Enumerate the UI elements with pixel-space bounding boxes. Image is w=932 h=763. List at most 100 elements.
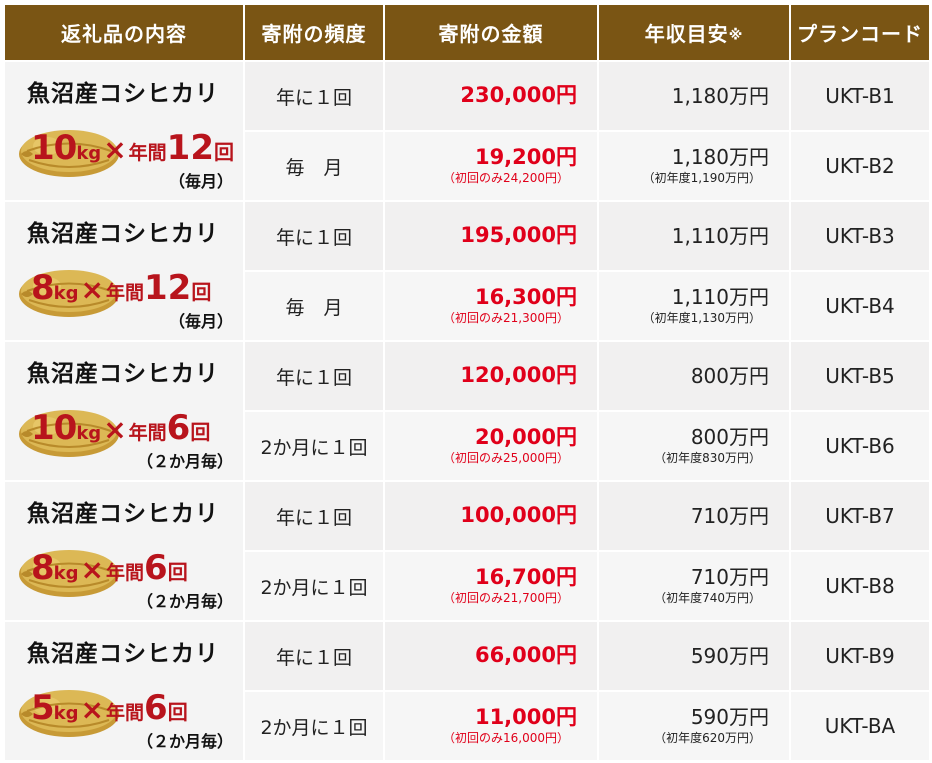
amount-cell: 66,000円 — [383, 620, 599, 692]
product-cell: 魚沼産コシヒカリ 8kg× 年間12回 （毎月） — [3, 200, 245, 342]
first-time-amount-note: （初回のみ16,000円） — [443, 731, 569, 746]
income-note-mark: ※ — [728, 27, 744, 44]
first-time-amount-note: （初回のみ21,300円） — [443, 311, 569, 326]
frequency-cell: 2か月に１回 — [243, 410, 385, 482]
frequency-cell: 年に１回 — [243, 480, 385, 552]
product-cell: 魚沼産コシヒカリ 10kg× 年間6回 （２か月毎） — [3, 340, 245, 482]
badge-unit: kg — [53, 563, 79, 584]
product-name: 魚沼産コシヒカリ — [27, 361, 219, 387]
header-frequency: 寄附の頻度 — [243, 3, 385, 62]
income-guide: 710万円 — [690, 565, 769, 590]
income-guide: 1,110万円 — [671, 285, 769, 310]
first-year-income-note: （初年度740万円） — [654, 591, 761, 606]
first-time-amount-note: （初回のみ24,200円） — [443, 171, 569, 186]
badge-weight: 8 — [31, 268, 55, 308]
header-income: 年収目安※ — [597, 3, 791, 62]
income-guide: 800万円 — [690, 425, 769, 450]
income-cell: 1,110万円 （初年度1,130万円） — [597, 270, 791, 342]
plan-code: UKT-B4 — [789, 270, 931, 342]
plan-table: 返礼品の内容 寄附の頻度 寄附の金額 年収目安※ プランコード 魚沼産コシヒカリ… — [3, 3, 931, 762]
delivery-frequency-note: （毎月） — [168, 172, 233, 191]
badge-times: × — [80, 693, 104, 726]
frequency-cell: 年に１回 — [243, 620, 385, 692]
badge-count-unit: 回 — [167, 560, 188, 584]
table-row: 魚沼産コシヒカリ 10kg× 年間12回 （毎月） 年に１回 230,000円 1,180万… — [3, 60, 931, 202]
income-guide: 590万円 — [690, 705, 769, 730]
rice-bag-icon — [19, 550, 119, 597]
income-cell: 710万円 — [597, 480, 791, 552]
delivery-frequency-note: （２か月毎） — [136, 592, 233, 611]
donation-amount: 100,000円 — [460, 503, 577, 528]
badge-period: 年間 — [106, 282, 145, 304]
income-guide: 1,110万円 — [671, 224, 769, 248]
first-year-income-note: （初年度830万円） — [654, 451, 761, 466]
plan-code: UKT-B2 — [789, 130, 931, 202]
badge-weight: 10 — [31, 408, 77, 448]
badge-count-unit: 回 — [214, 140, 234, 164]
amount-cell: 230,000円 — [383, 60, 599, 132]
badge-unit: kg — [76, 143, 102, 164]
frequency-cell: 2か月に１回 — [243, 690, 385, 762]
first-year-income-note: （初年度1,190万円） — [642, 171, 761, 186]
income-cell: 1,110万円 — [597, 200, 791, 272]
quantity-badge: 5kg× 年間6回 — [31, 688, 188, 728]
income-cell: 800万円 （初年度830万円） — [597, 410, 791, 482]
donation-amount: 20,000円 — [474, 425, 577, 450]
donation-amount: 66,000円 — [474, 643, 577, 668]
amount-cell: 16,700円 （初回のみ21,700円） — [383, 550, 599, 622]
plan-code: UKT-BA — [789, 690, 931, 762]
amount-cell: 195,000円 — [383, 200, 599, 272]
rice-bag-icon — [19, 690, 119, 737]
product-cell: 魚沼産コシヒカリ 8kg× 年間6回 （２か月毎） — [3, 480, 245, 622]
donation-amount: 19,200円 — [474, 145, 577, 170]
plan-code: UKT-B6 — [789, 410, 931, 482]
table-row: 魚沼産コシヒカリ 8kg× 年間6回 （２か月毎） 年に１回 100,000円 710万円 U… — [3, 480, 931, 622]
income-guide: 1,180万円 — [671, 145, 769, 170]
badge-times: × — [103, 413, 127, 446]
badge-unit: kg — [53, 283, 79, 304]
plan-code: UKT-B9 — [789, 620, 931, 692]
table-row: 魚沼産コシヒカリ 10kg× 年間6回 （２か月毎） 年に１回 120,000円 800万円… — [3, 340, 931, 482]
product-name: 魚沼産コシヒカリ — [27, 221, 219, 247]
product-name: 魚沼産コシヒカリ — [27, 81, 219, 107]
badge-count-unit: 回 — [191, 280, 212, 304]
frequency-cell: 毎 月 — [243, 270, 385, 342]
delivery-frequency-note: （２か月毎） — [136, 452, 233, 471]
donation-amount: 16,700円 — [474, 565, 577, 590]
income-guide: 590万円 — [690, 644, 769, 668]
first-year-income-note: （初年度1,130万円） — [642, 311, 761, 326]
amount-cell: 100,000円 — [383, 480, 599, 552]
income-guide: 1,180万円 — [671, 84, 769, 108]
frequency-cell: 2か月に１回 — [243, 550, 385, 622]
amount-cell: 16,300円 （初回のみ21,300円） — [383, 270, 599, 342]
plan-code: UKT-B7 — [789, 480, 931, 552]
badge-times: × — [103, 133, 127, 166]
badge-count: 6 — [144, 548, 168, 588]
donation-amount: 230,000円 — [460, 83, 577, 108]
badge-period: 年間 — [106, 702, 145, 724]
income-guide: 800万円 — [690, 364, 769, 388]
delivery-frequency-note: （２か月毎） — [136, 732, 233, 751]
table-row: 魚沼産コシヒカリ 5kg× 年間6回 （２か月毎） 年に１回 66,000円 590万円 UK… — [3, 620, 931, 762]
table-row: 2か月に１回 11,000円 （初回のみ16,000円） 590万円 （初年度620万円… — [4, 690, 931, 762]
income-cell: 590万円 — [597, 620, 791, 692]
income-cell: 800万円 — [597, 340, 791, 412]
table-body: 魚沼産コシヒカリ 10kg× 年間12回 （毎月） 年に１回 230,000円 1,180万… — [3, 60, 931, 762]
frequency-cell: 年に１回 — [243, 200, 385, 272]
first-time-amount-note: （初回のみ25,000円） — [443, 451, 569, 466]
donation-amount: 16,300円 — [474, 285, 577, 310]
product-cell: 魚沼産コシヒカリ 5kg× 年間6回 （２か月毎） — [3, 620, 245, 762]
header-amount: 寄附の金額 — [383, 3, 599, 62]
badge-unit: kg — [76, 423, 102, 444]
plan-code: UKT-B8 — [789, 550, 931, 622]
quantity-badge: 8kg× 年間12回 — [31, 268, 211, 308]
donation-amount: 120,000円 — [460, 363, 577, 388]
rice-bag-icon — [19, 270, 119, 317]
quantity-badge: 10kg× 年間6回 — [31, 408, 210, 448]
income-cell: 590万円 （初年度620万円） — [597, 690, 791, 762]
badge-times: × — [80, 553, 104, 586]
donation-amount: 11,000円 — [474, 705, 577, 730]
quantity-badge: 10kg× 年間12回 — [31, 128, 234, 168]
badge-weight: 8 — [31, 548, 55, 588]
badge-period: 年間 — [128, 422, 167, 444]
